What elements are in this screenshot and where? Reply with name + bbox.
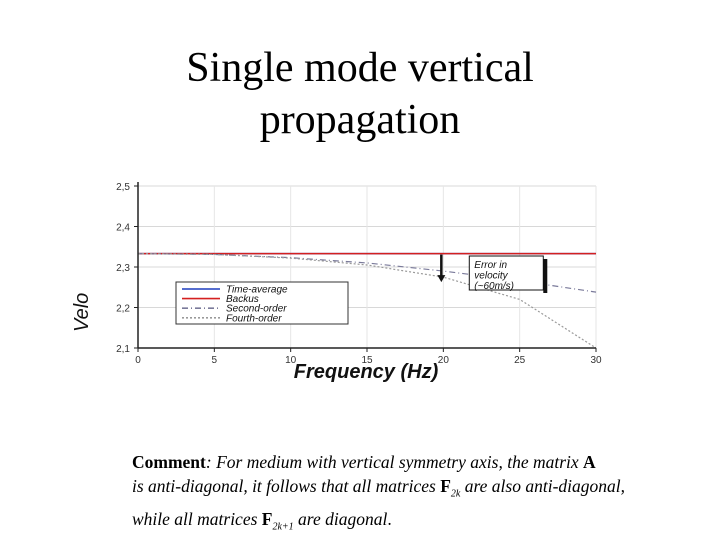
x-tick-label: 25 [514,355,526,366]
subscript-even: 2k [450,488,461,500]
y-tick-label: 2,4 [116,223,130,234]
annotation-label: Error in [474,260,507,271]
annotation-label: velocity [474,271,508,282]
matrix-f-odd: F [261,508,273,529]
x-tick-label: 5 [212,355,218,366]
comment-text-5: are diagonal [293,508,388,529]
title-line-1: Single mode vertical [186,45,534,91]
subscript-odd: 2k+1 [272,521,294,532]
legend-label: Second-order [226,304,287,315]
annotation-box [468,255,544,291]
y-tick-label: 2,1 [116,344,130,355]
y-tick-label: 2,3 [116,263,130,274]
matrix-f-even: F [440,476,451,496]
annotation-label: (~60m/s) [474,281,514,292]
x-axis-label: Frequency (Hz) [294,361,439,383]
comment-text: Comment: For medium with vertical symmet… [132,450,712,539]
x-tick-label: 15 [361,355,373,366]
comment-text-4: while all matrices [132,508,262,529]
title-line-2: propagation [259,97,461,143]
legend-label: Fourth-order [226,313,282,324]
y-tick-label: 2,2 [116,304,130,315]
y-axis-label: Velo [71,293,93,332]
slide-title: Single mode vertical propagation [0,42,720,146]
legend-label: Time-average [226,285,288,296]
y-tick-label: 2,5 [116,182,130,193]
comment-label: Comment [132,452,206,472]
legend: Time-averageBackusSecond-orderFourth-ord… [175,281,349,325]
comment-period: . [387,508,392,529]
velocity-frequency-chart: 2,1 2,2 2,3 2,4 2,5 0 5 10 15 20 25 30 Velo Frequen… [71,182,602,383]
x-tick-label: 10 [285,355,297,366]
legend-label: Backus [226,294,259,305]
error-arrowhead [437,275,446,283]
comment-text-3: are also anti-diagonal, [460,476,626,496]
x-tick-label: 30 [590,355,602,366]
series-line-fourth-order [137,253,597,349]
comment-text-2: is anti-diagonal, it follows that all ma… [132,476,441,496]
comment-text-1: : For medium with vertical symmetry axis… [205,452,584,472]
matrix-a: A [583,452,596,472]
x-tick-label: 20 [438,355,450,366]
x-tick-label: 0 [135,355,141,366]
tick-labels: 2,1 2,2 2,3 2,4 2,5 0 5 10 15 20 25 30 [116,182,602,366]
annotation-shadow [543,259,548,293]
